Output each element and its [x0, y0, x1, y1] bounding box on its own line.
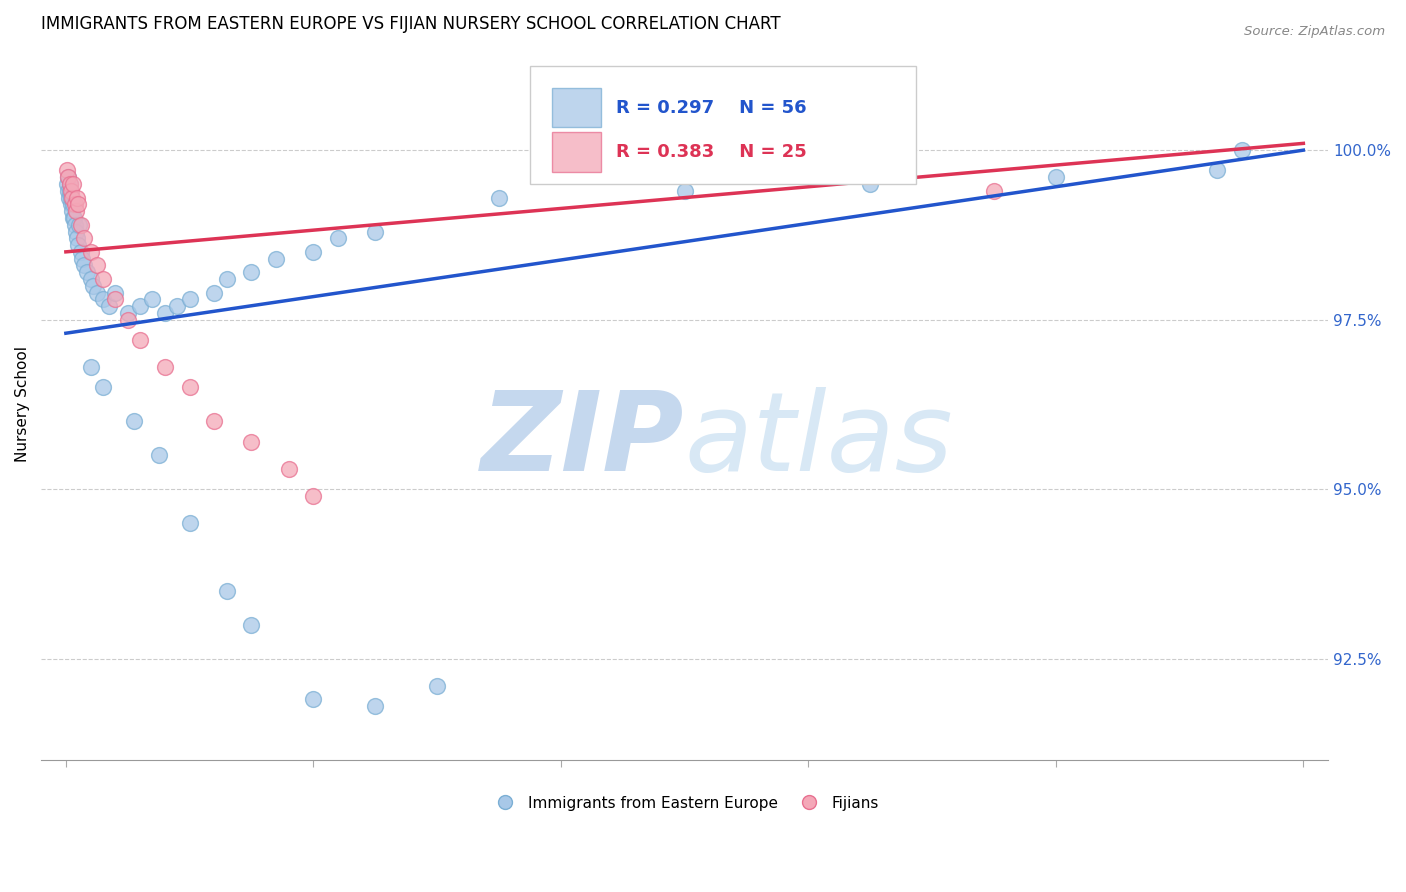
Bar [553, 132, 600, 171]
Immigrants from Eastern Europe [179, 516, 201, 530]
Immigrants from Eastern Europe [859, 177, 882, 191]
Immigrants from Eastern Europe [69, 218, 91, 232]
Immigrants from Eastern Europe [60, 191, 83, 205]
Text: ZIP: ZIP [481, 386, 685, 493]
Immigrants from Eastern Europe [73, 259, 96, 273]
Fijians [153, 360, 176, 375]
Text: R = 0.297    N = 56: R = 0.297 N = 56 [616, 98, 807, 117]
Fijians [104, 293, 127, 307]
Fijians [66, 191, 89, 205]
Fijians [240, 434, 263, 449]
Legend: Immigrants from Eastern Europe, Fijians: Immigrants from Eastern Europe, Fijians [484, 789, 886, 817]
Fijians [117, 312, 139, 326]
Fijians [56, 163, 79, 178]
Immigrants from Eastern Europe [179, 293, 201, 307]
Immigrants from Eastern Europe [67, 238, 90, 252]
Immigrants from Eastern Europe [1205, 163, 1227, 178]
Immigrants from Eastern Europe [79, 360, 101, 375]
Fijians [63, 197, 86, 211]
Fijians [65, 204, 87, 219]
Immigrants from Eastern Europe [66, 231, 89, 245]
Immigrants from Eastern Europe [62, 211, 84, 225]
Immigrants from Eastern Europe [264, 252, 287, 266]
Immigrants from Eastern Europe [1045, 170, 1067, 185]
Immigrants from Eastern Europe [302, 244, 325, 259]
Immigrants from Eastern Europe [58, 191, 80, 205]
Bar [553, 87, 600, 127]
Fijians [129, 333, 152, 347]
Immigrants from Eastern Europe [76, 265, 98, 279]
Fijians [58, 177, 80, 191]
Immigrants from Eastern Europe [166, 299, 188, 313]
Immigrants from Eastern Europe [63, 218, 86, 232]
Immigrants from Eastern Europe [58, 184, 80, 198]
Immigrants from Eastern Europe [240, 265, 263, 279]
Y-axis label: Nursery School: Nursery School [15, 346, 30, 462]
Fijians [60, 191, 83, 205]
Immigrants from Eastern Europe [79, 272, 101, 286]
Immigrants from Eastern Europe [488, 191, 510, 205]
Immigrants from Eastern Europe [56, 177, 79, 191]
Fijians [179, 380, 201, 394]
Immigrants from Eastern Europe [58, 177, 80, 191]
Immigrants from Eastern Europe [60, 204, 83, 219]
FancyBboxPatch shape [530, 66, 917, 184]
Immigrants from Eastern Europe [59, 197, 82, 211]
Immigrants from Eastern Europe [1230, 143, 1253, 157]
Immigrants from Eastern Europe [202, 285, 225, 300]
Immigrants from Eastern Europe [56, 170, 79, 185]
Immigrants from Eastern Europe [148, 448, 170, 462]
Fijians [86, 259, 108, 273]
Immigrants from Eastern Europe [141, 293, 163, 307]
Immigrants from Eastern Europe [82, 278, 104, 293]
Immigrants from Eastern Europe [98, 299, 121, 313]
Immigrants from Eastern Europe [65, 225, 87, 239]
Fijians [59, 184, 82, 198]
Immigrants from Eastern Europe [86, 285, 108, 300]
Immigrants from Eastern Europe [62, 197, 84, 211]
Fijians [62, 177, 84, 191]
Immigrants from Eastern Europe [69, 244, 91, 259]
Immigrants from Eastern Europe [215, 583, 238, 598]
Text: R = 0.383    N = 25: R = 0.383 N = 25 [616, 144, 807, 161]
Fijians [69, 218, 91, 232]
Immigrants from Eastern Europe [117, 306, 139, 320]
Fijians [302, 489, 325, 503]
Immigrants from Eastern Europe [153, 306, 176, 320]
Text: Source: ZipAtlas.com: Source: ZipAtlas.com [1244, 25, 1385, 38]
Fijians [58, 170, 80, 185]
Immigrants from Eastern Europe [91, 293, 114, 307]
Immigrants from Eastern Europe [122, 414, 145, 428]
Immigrants from Eastern Europe [104, 285, 127, 300]
Immigrants from Eastern Europe [215, 272, 238, 286]
Fijians [983, 184, 1005, 198]
Immigrants from Eastern Europe [673, 184, 696, 198]
Immigrants from Eastern Europe [70, 252, 93, 266]
Fijians [202, 414, 225, 428]
Immigrants from Eastern Europe [129, 299, 152, 313]
Immigrants from Eastern Europe [426, 679, 449, 693]
Text: IMMIGRANTS FROM EASTERN EUROPE VS FIJIAN NURSERY SCHOOL CORRELATION CHART: IMMIGRANTS FROM EASTERN EUROPE VS FIJIAN… [41, 15, 780, 33]
Fijians [67, 197, 90, 211]
Immigrants from Eastern Europe [91, 380, 114, 394]
Immigrants from Eastern Europe [364, 225, 387, 239]
Text: atlas: atlas [685, 386, 953, 493]
Immigrants from Eastern Europe [364, 699, 387, 714]
Fijians [277, 462, 299, 476]
Immigrants from Eastern Europe [59, 184, 82, 198]
Fijians [73, 231, 96, 245]
Fijians [79, 244, 101, 259]
Immigrants from Eastern Europe [302, 692, 325, 706]
Fijians [91, 272, 114, 286]
Immigrants from Eastern Europe [240, 617, 263, 632]
Immigrants from Eastern Europe [326, 231, 349, 245]
Immigrants from Eastern Europe [63, 211, 86, 225]
